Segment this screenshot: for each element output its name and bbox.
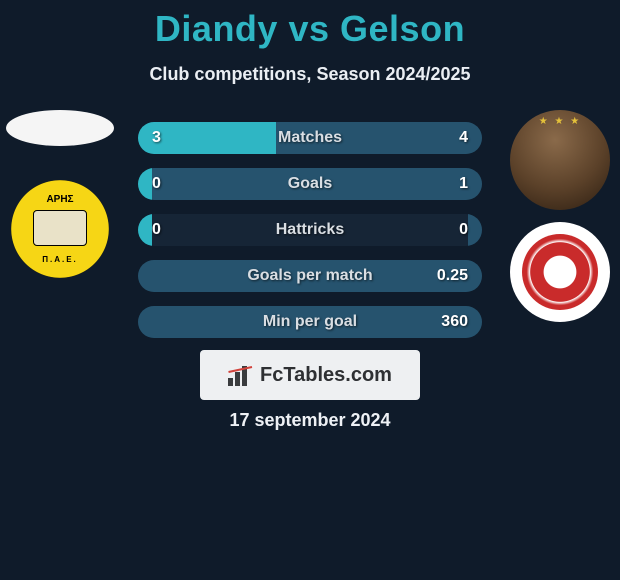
player2-team-logo: ★ ★ ★ [510, 222, 610, 322]
bar-label: Goals [138, 168, 482, 200]
bar-row: 0 Goals 1 [138, 168, 482, 200]
team1-badge-top: APHΣ [11, 194, 109, 205]
bar-row: 0 Hattricks 0 [138, 214, 482, 246]
title-player1: Diandy [155, 8, 278, 49]
bar-label: Hattricks [138, 214, 482, 246]
subtitle: Club competitions, Season 2024/2025 [0, 64, 620, 85]
team2-badge-ring [522, 234, 598, 310]
bar-row: 3 Matches 4 [138, 122, 482, 154]
bar-right-value: 0 [459, 214, 468, 246]
bar-label: Matches [138, 122, 482, 154]
page-root: Diandy vs Gelson Club competitions, Seas… [0, 0, 620, 580]
title-player2: Gelson [340, 8, 465, 49]
bar-right-value: 1 [459, 168, 468, 200]
right-column: ★ ★ ★ [500, 110, 620, 334]
bar-right-value: 360 [441, 306, 468, 338]
brand-text: FcTables.com [260, 364, 392, 387]
player1-team-logo: APHΣ Π.A.E. [11, 180, 109, 278]
bar-label: Min per goal [138, 306, 482, 338]
brand-bars-icon [228, 364, 254, 386]
page-title: Diandy vs Gelson [0, 0, 620, 50]
team1-badge-bottom: Π.A.E. [11, 255, 109, 264]
bar-right-value: 4 [459, 122, 468, 154]
player1-photo [6, 110, 114, 146]
bar-right-value: 0.25 [437, 260, 468, 292]
bar-label: Goals per match [138, 260, 482, 292]
title-vs: vs [288, 8, 329, 49]
bar-row: Goals per match 0.25 [138, 260, 482, 292]
comparison-bars: 3 Matches 4 0 Goals 1 0 Hattricks 0 Goal… [138, 122, 482, 352]
snapshot-date: 17 september 2024 [0, 410, 620, 431]
team1-badge-inner [33, 210, 87, 246]
left-column: APHΣ Π.A.E. [0, 110, 120, 290]
brand-box[interactable]: FcTables.com [200, 350, 420, 400]
bar-row: Min per goal 360 [138, 306, 482, 338]
